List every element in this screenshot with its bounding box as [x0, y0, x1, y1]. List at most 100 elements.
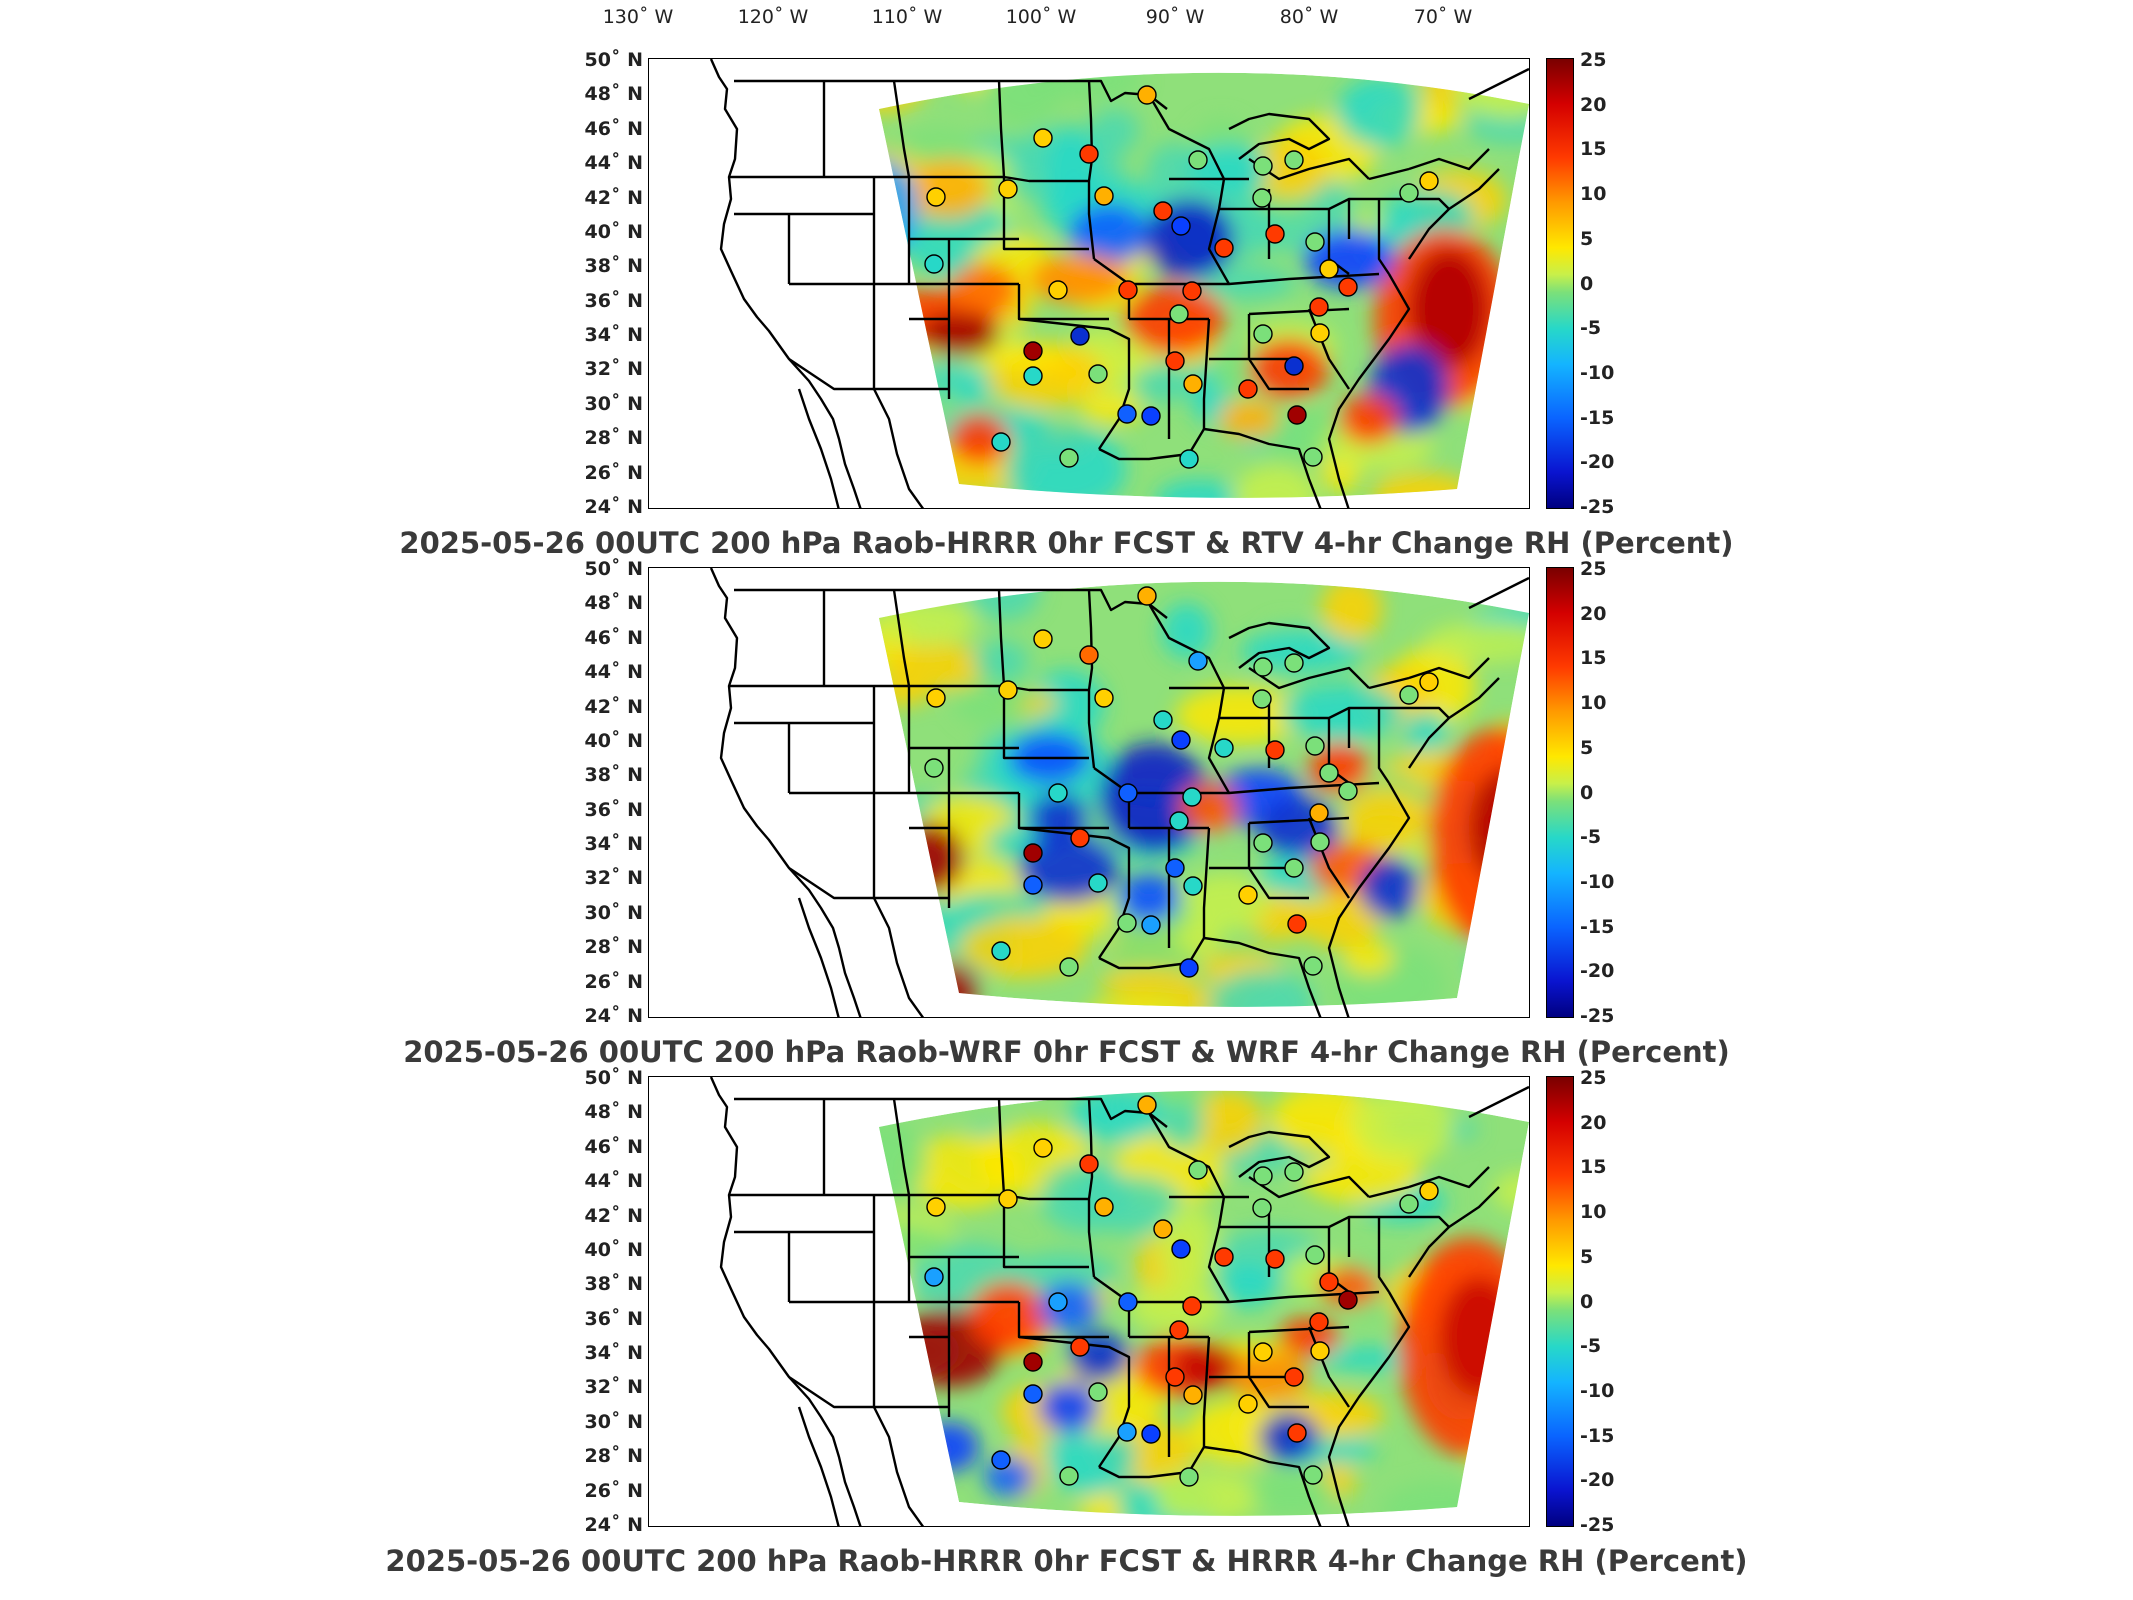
raob-station-marker	[1338, 781, 1358, 801]
raob-station-marker	[1153, 710, 1173, 730]
latitude-label: 42˚ N	[584, 1204, 643, 1227]
latitude-label: 34˚ N	[584, 833, 643, 856]
raob-station-marker	[1252, 188, 1272, 208]
raob-station-marker	[1023, 366, 1043, 386]
raob-station-marker	[926, 688, 946, 708]
raob-station-marker	[1309, 297, 1329, 317]
panel-title: 2025-05-26 00UTC 200 hPa Raob-HRRR 0hr F…	[385, 1544, 1748, 1578]
raob-station-marker	[1319, 259, 1339, 279]
latitude-label: 44˚ N	[584, 152, 643, 175]
raob-station-marker	[1310, 1341, 1330, 1361]
raob-station-marker	[1033, 629, 1053, 649]
raob-station-marker	[924, 758, 944, 778]
raob-station-marker	[1399, 183, 1419, 203]
raob-station-marker	[1165, 858, 1185, 878]
raob-station-marker	[1033, 128, 1053, 148]
raob-station-marker	[1094, 688, 1114, 708]
colorbar-tick-label: -25	[1580, 496, 1615, 518]
raob-station-marker	[1137, 586, 1157, 606]
colorbar-tick-label: 15	[1580, 1156, 1607, 1179]
colorbar-tick-label: 25	[1580, 49, 1607, 71]
latitude-label: 28˚ N	[584, 427, 643, 450]
raob-station-marker	[1153, 201, 1173, 221]
colorbar-tick-label: -5	[1580, 317, 1602, 340]
latitude-label: 46˚ N	[584, 1135, 643, 1158]
raob-stations	[924, 1095, 1439, 1487]
raob-station-marker	[1079, 1154, 1099, 1174]
colorbar-tick-label: 5	[1580, 227, 1594, 250]
colorbar-tick-label: 25	[1580, 558, 1607, 580]
raob-station-marker	[1253, 1342, 1273, 1362]
colorbar-tick-label: 20	[1580, 602, 1607, 625]
raob-station-marker	[1171, 216, 1191, 236]
raob-station-marker	[1165, 1367, 1185, 1387]
raob-station-marker	[1070, 326, 1090, 346]
raob-station-marker	[1305, 232, 1325, 252]
raob-station-marker	[1253, 657, 1273, 677]
raob-station-marker	[1182, 787, 1202, 807]
map-canvas	[709, 1077, 1529, 1526]
raob-station-marker	[1399, 685, 1419, 705]
raob-station-marker	[1265, 740, 1285, 760]
raob-station-marker	[1033, 1138, 1053, 1158]
raob-station-marker	[1310, 832, 1330, 852]
raob-station-marker	[1141, 1424, 1161, 1444]
raob-station-marker	[1183, 876, 1203, 896]
rh-change-map	[648, 58, 1530, 509]
colorbar-tick-label: -20	[1580, 1469, 1615, 1492]
raob-station-marker	[1118, 280, 1138, 300]
map-panel-wrf: 50˚ N 48˚ N 46˚ N 44˚ N 42˚ N 40˚ N 38˚ N 36˚ N…	[0, 558, 2133, 1075]
raob-station-marker	[998, 680, 1018, 700]
latitude-label: 30˚ N	[584, 392, 643, 415]
raob-station-marker	[1088, 1382, 1108, 1402]
latitude-label: 30˚ N	[584, 901, 643, 924]
latitude-label: 36˚ N	[584, 289, 643, 312]
latitude-label: 28˚ N	[584, 1445, 643, 1468]
raob-station-marker	[1137, 85, 1157, 105]
raob-station-marker	[1419, 1181, 1439, 1201]
colorbar-tick-label: 20	[1580, 1111, 1607, 1134]
raob-station-marker	[1117, 913, 1137, 933]
raob-station-marker	[1079, 645, 1099, 665]
raob-station-marker	[926, 1197, 946, 1217]
map-canvas	[709, 568, 1529, 1017]
colorbar-tick-label: 15	[1580, 138, 1607, 161]
raob-station-marker	[1310, 323, 1330, 343]
raob-station-marker	[1023, 1352, 1043, 1372]
colorbar-tick-label: -20	[1580, 960, 1615, 983]
raob-station-marker	[1284, 1367, 1304, 1387]
raob-station-marker	[998, 1189, 1018, 1209]
colorbar-tick-label: 10	[1580, 1201, 1607, 1224]
longitude-label: 130˚ W	[602, 6, 674, 28]
raob-station-marker	[1253, 833, 1273, 853]
raob-station-marker	[1070, 1337, 1090, 1357]
raob-station-marker	[1048, 783, 1068, 803]
colorbar-tick-label: 10	[1580, 183, 1607, 206]
latitude-label: 30˚ N	[584, 1410, 643, 1433]
raob-station-marker	[1309, 803, 1329, 823]
raob-station-marker	[1253, 1166, 1273, 1186]
raob-station-marker	[1048, 1292, 1068, 1312]
raob-station-marker	[1238, 885, 1258, 905]
raob-station-marker	[1303, 956, 1323, 976]
longitude-axis: 130˚ W 120˚ W 110˚ W 100˚ W 90˚ W 80˚ W 70˚ W	[0, 0, 2133, 40]
colorbar-tick-label: -15	[1580, 1424, 1615, 1447]
raob-station-marker	[1059, 448, 1079, 468]
latitude-label: 38˚ N	[584, 255, 643, 278]
colorbar	[1546, 58, 1574, 509]
colorbar-tick-label: 25	[1580, 1067, 1607, 1089]
latitude-label: 38˚ N	[584, 764, 643, 787]
raob-station-marker	[1319, 763, 1339, 783]
colorbar-tick-label: 5	[1580, 736, 1594, 759]
raob-station-marker	[998, 179, 1018, 199]
colorbar-tick-label: -10	[1580, 1379, 1615, 1402]
colorbar-tick-label: 0	[1580, 1290, 1594, 1313]
raob-station-marker	[1319, 1272, 1339, 1292]
raob-station-marker	[1419, 672, 1439, 692]
latitude-label: 24˚ N	[584, 1514, 643, 1536]
raob-station-marker	[1179, 1467, 1199, 1487]
raob-station-marker	[1153, 1219, 1173, 1239]
longitude-label: 90˚ W	[1145, 6, 1205, 28]
raob-station-marker	[1137, 1095, 1157, 1115]
raob-station-marker	[1188, 1160, 1208, 1180]
